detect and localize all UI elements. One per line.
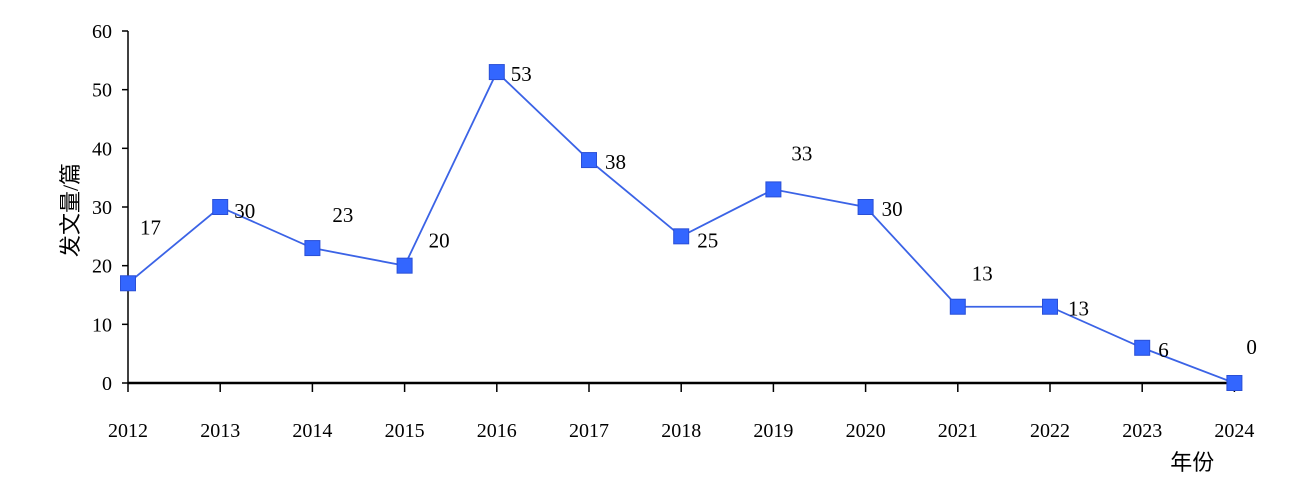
data-label: 20 <box>429 229 450 253</box>
x-tick-label: 2022 <box>1030 420 1070 442</box>
x-axis: 2012 2013 2014 2015 2016 2017 2018 2019 2020 2021… <box>108 381 1254 442</box>
data-point-marker <box>765 181 782 198</box>
data-label: 0 <box>1246 335 1257 359</box>
y-tick-label: 30 <box>92 197 112 219</box>
y-axis: 0 10 20 30 40 50 60 <box>92 21 129 395</box>
x-tick-label: 2015 <box>385 420 425 442</box>
data-point-marker <box>396 257 413 274</box>
data-point-marker <box>949 298 966 315</box>
data-label: 25 <box>697 228 718 252</box>
x-tick-label: 2018 <box>661 420 701 442</box>
data-point-marker <box>581 152 597 169</box>
data-point-marker <box>120 275 136 292</box>
y-tick-label: 50 <box>92 80 112 102</box>
x-tick-label: 2019 <box>753 420 793 442</box>
series-line <box>120 64 1243 391</box>
data-label: 33 <box>791 141 812 165</box>
y-tick-label: 40 <box>92 138 112 160</box>
data-label: 13 <box>1068 297 1089 321</box>
data-labels: 17 30 23 20 53 38 25 33 30 13 13 6 0 <box>140 62 1257 362</box>
data-point-marker <box>1042 298 1058 315</box>
x-tick-label: 2016 <box>477 420 517 442</box>
data-point-marker <box>673 228 690 245</box>
data-label: 30 <box>234 199 255 223</box>
data-point-marker <box>304 240 321 257</box>
series-polyline <box>127 70 1235 384</box>
data-label: 23 <box>332 203 353 227</box>
x-tick-label: 2017 <box>569 420 609 442</box>
y-tick-label: 10 <box>92 314 112 336</box>
x-tick-label: 2024 <box>1214 420 1254 442</box>
data-point-marker <box>857 199 874 215</box>
y-tick-label: 60 <box>92 21 112 43</box>
x-tick-label: 2013 <box>200 420 240 442</box>
x-tick-label: 2012 <box>108 420 148 442</box>
x-axis-title: 年份 <box>1170 450 1214 475</box>
x-tick-label: 2014 <box>292 420 332 442</box>
data-label: 30 <box>882 197 903 221</box>
data-label: 17 <box>140 215 161 239</box>
x-tick-label: 2020 <box>846 420 886 442</box>
y-tick-label: 20 <box>92 256 112 278</box>
data-point-marker <box>1226 375 1243 391</box>
x-tick-label: 2021 <box>938 420 978 442</box>
x-tick-label: 2023 <box>1122 420 1162 442</box>
data-label: 38 <box>605 150 626 174</box>
data-label: 13 <box>972 262 993 286</box>
data-point-marker <box>1134 339 1151 356</box>
y-tick-label: 0 <box>102 373 112 395</box>
data-label: 6 <box>1158 338 1169 362</box>
data-point-marker <box>488 64 505 81</box>
data-point-marker <box>212 199 229 215</box>
y-axis-title: 发文量/篇 <box>58 163 83 257</box>
data-label: 53 <box>511 62 532 86</box>
